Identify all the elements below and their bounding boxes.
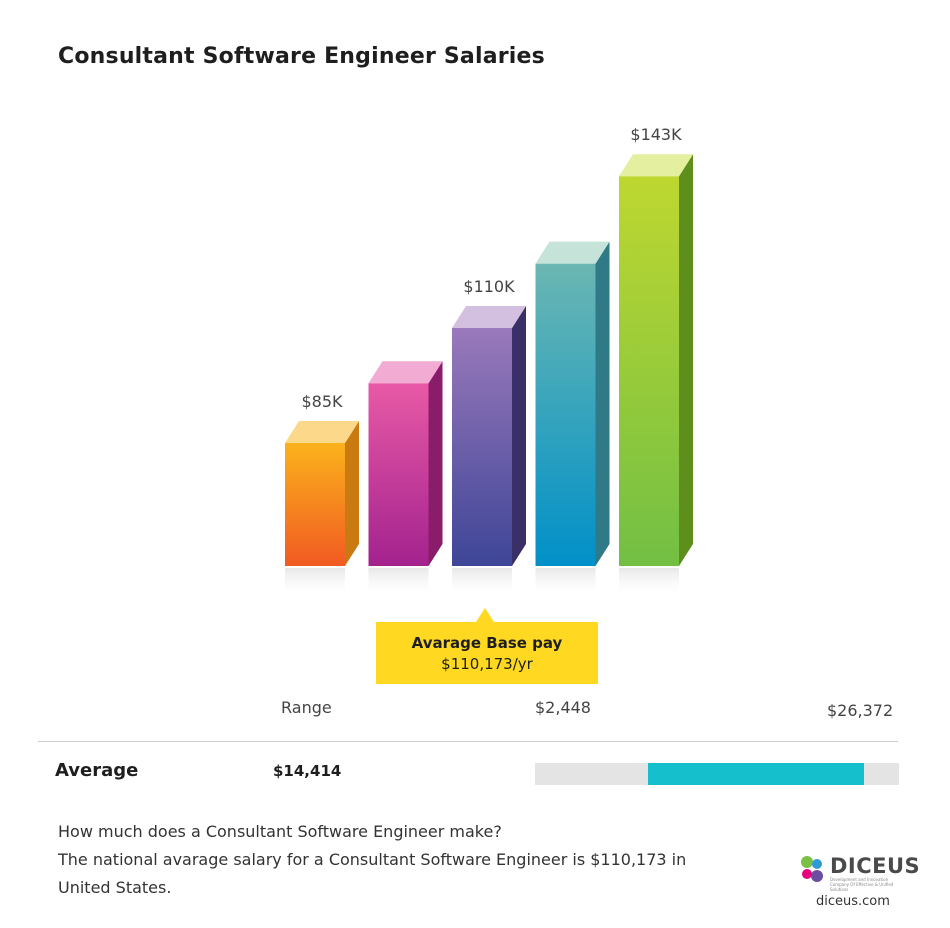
bar-reflection xyxy=(452,568,512,598)
bar-value-label: $110K xyxy=(463,277,515,296)
bar-top xyxy=(535,241,610,264)
bar-side xyxy=(428,361,443,566)
bar-top xyxy=(368,361,443,384)
bar-value-label: $143K xyxy=(630,125,682,144)
range-bar-track xyxy=(535,763,899,785)
bar-reflection xyxy=(535,568,596,598)
logo-icon xyxy=(801,856,823,882)
bar-top xyxy=(285,421,359,443)
bar-side xyxy=(679,154,693,566)
bar-side xyxy=(345,421,359,566)
average-base-pay-callout: Avarage Base pay $110,173/yr xyxy=(376,608,598,684)
bar-reflection xyxy=(368,568,429,598)
range-high: $26,372 xyxy=(827,701,894,720)
description-line-2: The national avarage salary for a Consul… xyxy=(58,850,687,869)
bar-5 xyxy=(619,154,693,598)
bar-reflection xyxy=(285,568,345,598)
bar-4 xyxy=(535,241,610,598)
bar-side xyxy=(595,241,610,566)
range-label: Range xyxy=(281,698,332,717)
bar-front xyxy=(368,383,429,566)
bar-top xyxy=(619,154,693,177)
bar-front xyxy=(535,263,596,566)
range-low: $2,448 xyxy=(535,698,591,717)
callout-value: $110,173/yr xyxy=(441,655,533,673)
bar-reflection xyxy=(619,568,679,598)
description-line-3: United States. xyxy=(58,878,172,897)
bar-front xyxy=(619,176,679,566)
average-value: $14,414 xyxy=(273,762,342,780)
bar-top xyxy=(452,306,526,328)
description-line-1: How much does a Consultant Software Engi… xyxy=(58,822,502,841)
diceus-logo: DICEUS Development and Innovation Compan… xyxy=(798,852,920,912)
bar-value-label: $85K xyxy=(301,392,343,411)
callout-title: Avarage Base pay xyxy=(411,634,563,652)
page-title: Consultant Software Engineer Salaries xyxy=(58,44,545,69)
range-bar-fill xyxy=(647,763,865,785)
logo-name: DICEUS xyxy=(830,854,921,878)
divider xyxy=(38,741,898,742)
bar-front xyxy=(452,328,512,566)
logo-tagline: Development and Innovation Company Of Ef… xyxy=(830,877,894,892)
bar-front xyxy=(285,443,345,566)
average-label: Average xyxy=(55,760,139,781)
bar-side xyxy=(512,306,526,566)
bar-2 xyxy=(368,361,443,598)
logo-url: diceus.com xyxy=(816,894,890,909)
description: How much does a Consultant Software Engi… xyxy=(58,818,686,902)
salary-bar-chart: $85K $110K $143K xyxy=(285,125,693,598)
bar-3 xyxy=(452,306,526,598)
bar-1 xyxy=(285,421,359,598)
